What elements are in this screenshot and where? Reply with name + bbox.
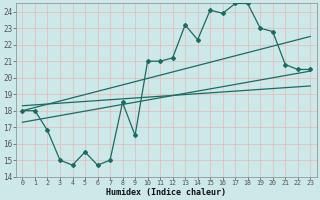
X-axis label: Humidex (Indice chaleur): Humidex (Indice chaleur) (106, 188, 226, 197)
